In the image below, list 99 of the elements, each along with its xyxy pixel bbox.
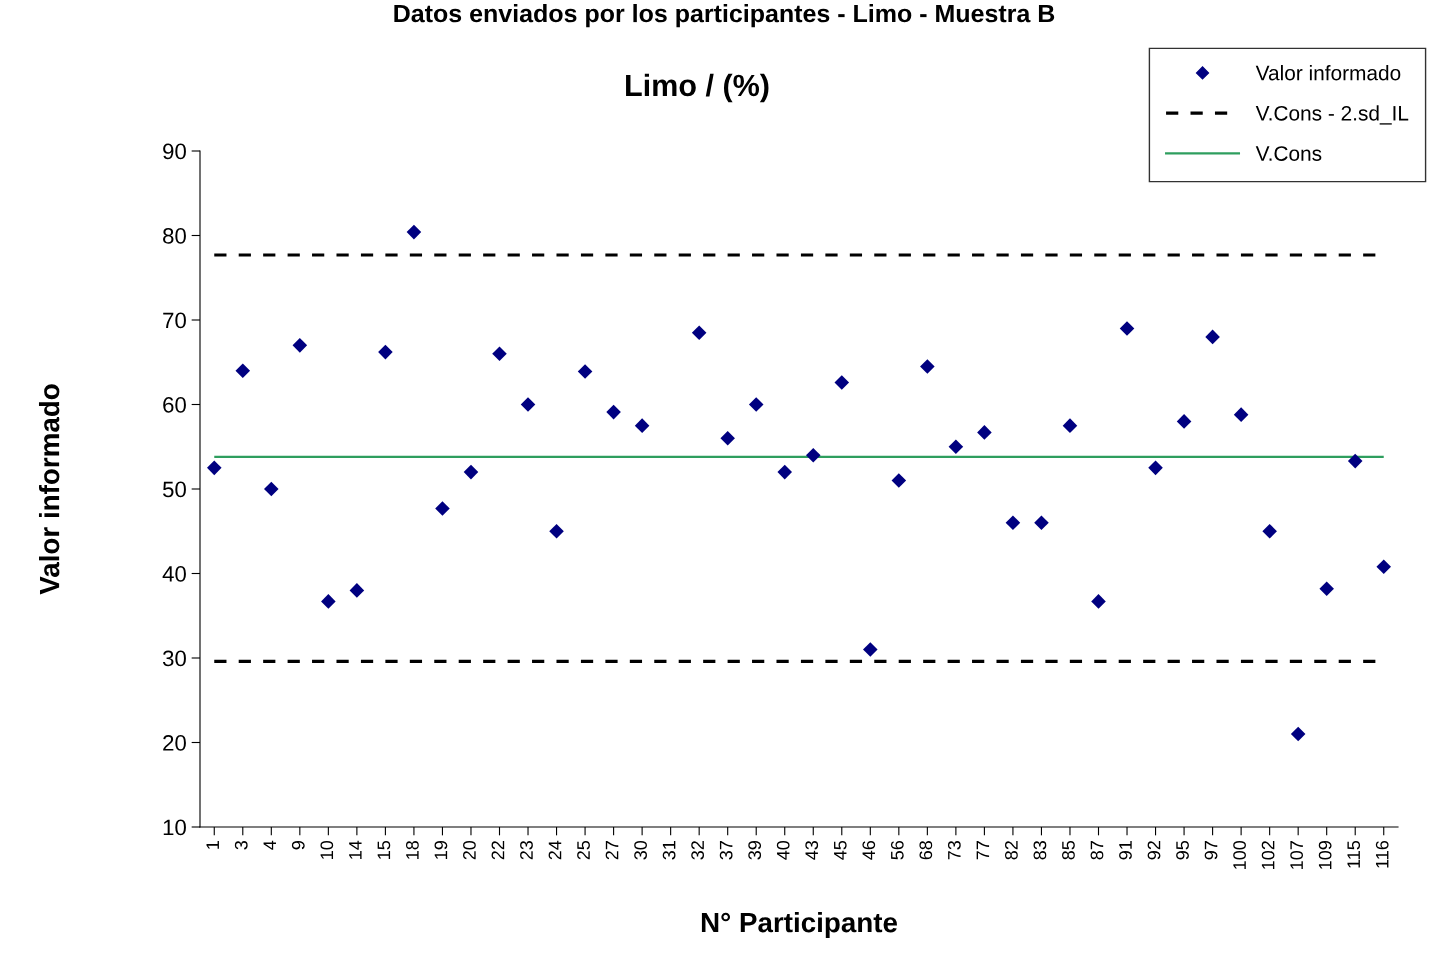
point (321, 594, 336, 609)
point (1119, 321, 1135, 336)
point (235, 363, 251, 378)
point (264, 481, 279, 497)
legend-label: Valor informado (1255, 65, 1401, 81)
point (1148, 460, 1163, 476)
point (634, 418, 650, 433)
point (948, 439, 964, 455)
x-tick-label: 37 (719, 841, 733, 860)
point (1347, 453, 1363, 469)
point (435, 501, 450, 516)
chart-subtitle: Limo / (%) (626, 73, 769, 103)
x-tick-label: 19 (434, 841, 448, 859)
point (463, 464, 479, 480)
x-tick-label: 115 (1347, 840, 1361, 868)
point (1290, 726, 1306, 742)
x-tick-label: 3 (234, 840, 248, 850)
point (805, 447, 821, 463)
x-tick-label: 39 (748, 841, 762, 860)
point (691, 325, 707, 340)
x-tick-label: 85 (1062, 840, 1075, 860)
point (1262, 523, 1277, 539)
point (1319, 581, 1334, 596)
x-tick-label: 82 (1004, 841, 1018, 860)
x-tick-label: 1 (206, 841, 219, 849)
point (206, 460, 222, 476)
x-tick-label: 77 (976, 841, 990, 860)
x-axis-title: N° Participante (701, 911, 897, 938)
point (834, 375, 850, 390)
x-tick-label: 22 (491, 841, 505, 860)
point (492, 346, 507, 362)
point (606, 404, 621, 420)
x-tick-label: 23 (520, 840, 533, 860)
point (777, 464, 793, 480)
x-tick-label: 73 (947, 840, 961, 860)
x-tick-label: 43 (805, 840, 819, 860)
x-tick-label: 56 (890, 840, 904, 860)
x-tick-label: 14 (349, 840, 362, 859)
x-tick-label: 32 (691, 841, 705, 860)
x-tick-label: 30 (634, 840, 647, 860)
x-tick-label: 95 (1176, 840, 1189, 860)
x-tick-label: 87 (1090, 841, 1104, 860)
point (977, 425, 992, 440)
x-tick-label: 91 (1119, 841, 1132, 860)
y-tick-label: 60 (163, 397, 186, 413)
point (1176, 414, 1192, 429)
legend-label: V.Cons (1255, 146, 1322, 161)
y-tick-label: 10 (163, 819, 186, 836)
chart-title: Datos enviados por los participantes - Limo - Muestra B (394, 4, 1055, 28)
y-tick-label: 30 (162, 650, 186, 667)
point (1091, 594, 1106, 609)
x-tick-label: 102 (1261, 841, 1275, 869)
x-tick-label: 68 (919, 840, 933, 860)
y-axis-title: Valor informado (38, 384, 60, 595)
x-tick-label: 97 (1204, 841, 1218, 860)
point (406, 224, 422, 240)
point (1233, 407, 1249, 422)
x-tick-label: 46 (862, 840, 876, 860)
x-tick-label: 45 (834, 840, 847, 860)
point (577, 364, 593, 379)
x-tick-label: 9 (291, 841, 305, 850)
x-tick-label: 40 (776, 840, 790, 860)
x-tick-label: 31 (662, 841, 676, 860)
x-tick-label: 4 (263, 840, 276, 850)
x-tick-label: 20 (463, 840, 476, 860)
point (1205, 329, 1220, 345)
point (863, 642, 878, 657)
x-tick-label: 116 (1375, 840, 1389, 868)
point (920, 359, 935, 374)
x-tick-label: 109 (1318, 841, 1332, 869)
y-tick-label: 20 (163, 735, 186, 751)
y-tick-label: 90 (163, 143, 186, 160)
point (520, 397, 536, 412)
point (292, 338, 308, 353)
x-tick-label: 100 (1233, 840, 1246, 869)
point (748, 397, 764, 412)
x-tick-label: 15 (377, 840, 391, 859)
point (1376, 559, 1392, 575)
point (378, 344, 393, 360)
y-tick-label: 40 (162, 566, 186, 582)
x-tick-label: 83 (1033, 840, 1047, 860)
y-tick-label: 70 (163, 312, 186, 329)
point (1034, 515, 1049, 531)
x-tick-label: 107 (1290, 841, 1304, 869)
y-tick-label: 80 (163, 228, 186, 244)
x-tick-label: 92 (1147, 841, 1161, 860)
x-tick-label: 10 (320, 840, 334, 859)
legend-label: V.Cons - 2.sd_IL (1255, 105, 1409, 125)
point (349, 583, 365, 598)
point (1005, 515, 1021, 531)
x-tick-label: 27 (605, 841, 619, 860)
point (720, 431, 735, 446)
point (891, 473, 907, 488)
x-tick-label: 18 (405, 840, 419, 859)
y-tick-label: 50 (162, 481, 186, 498)
point (549, 523, 564, 539)
x-tick-label: 24 (548, 840, 562, 860)
point (1062, 418, 1078, 433)
x-tick-label: 25 (577, 840, 590, 860)
